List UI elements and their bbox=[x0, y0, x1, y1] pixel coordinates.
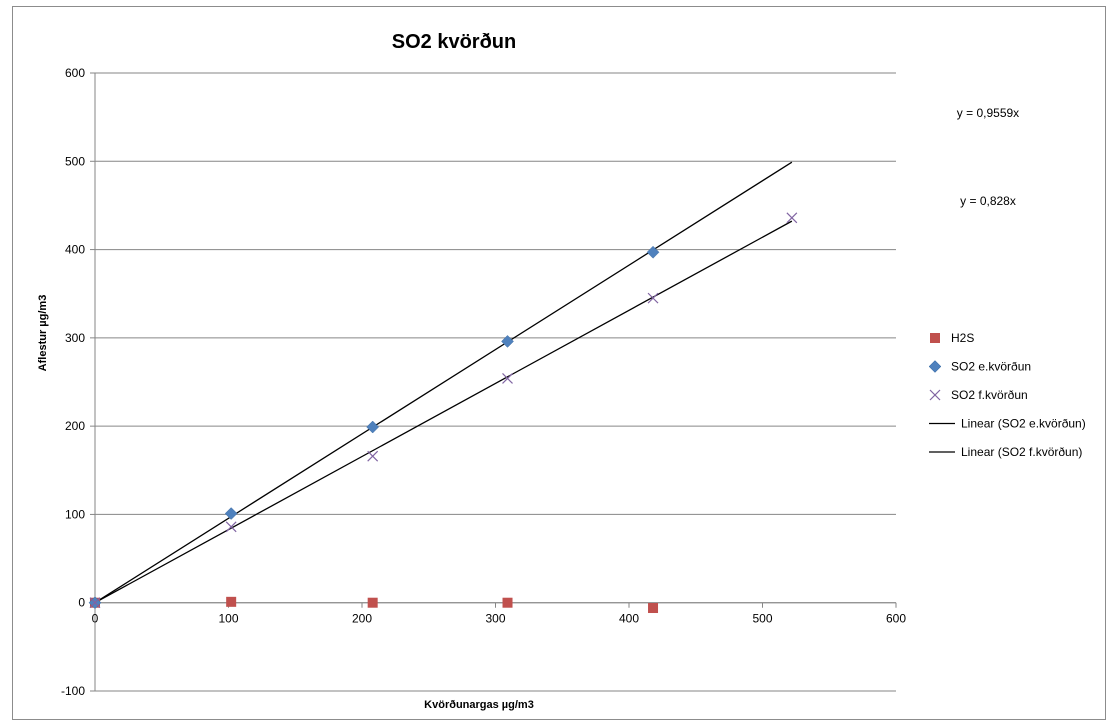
point-square bbox=[503, 598, 513, 608]
point-diamond bbox=[367, 421, 379, 433]
point-x bbox=[368, 451, 378, 461]
trendline bbox=[95, 162, 792, 603]
legend-label: Linear (SO2 f.kvörðun) bbox=[961, 445, 1082, 459]
chart-frame: SO2 kvörðun -100 0 100 200 300 400 500 600 0 100… bbox=[12, 6, 1106, 720]
point-diamond bbox=[225, 508, 237, 520]
y-tick-label: 200 bbox=[65, 419, 85, 433]
legend-marker bbox=[930, 333, 940, 343]
point-square bbox=[226, 597, 236, 607]
x-tick-label: 200 bbox=[352, 612, 372, 626]
trendline-equation-e: y = 0,9559x bbox=[957, 106, 1019, 120]
trendline-equation-f: y = 0,828x bbox=[960, 194, 1016, 208]
legend-label: SO2 f.kvörðun bbox=[951, 388, 1028, 402]
point-square bbox=[368, 598, 378, 608]
legend-marker bbox=[930, 390, 940, 400]
trendline bbox=[95, 221, 792, 603]
y-tick-label: -100 bbox=[61, 684, 85, 698]
chart-title: SO2 kvörðun bbox=[392, 31, 516, 53]
legend-item: Linear (SO2 f.kvörðun) bbox=[929, 445, 1082, 459]
legend-label: Linear (SO2 e.kvörðun) bbox=[961, 417, 1086, 431]
legend-item: SO2 e.kvörðun bbox=[929, 360, 1031, 374]
x-tick-label: 300 bbox=[485, 612, 505, 626]
legend: H2S SO2 e.kvörðun SO2 f.kvörðun Linear (SO2… bbox=[929, 331, 1086, 459]
legend-label: SO2 e.kvörðun bbox=[951, 360, 1031, 374]
trendlines bbox=[95, 162, 792, 603]
legend-item: H2S bbox=[930, 331, 974, 345]
chart-svg: SO2 kvörðun -100 0 100 200 300 400 500 600 0 100… bbox=[13, 7, 1105, 719]
point-x bbox=[648, 293, 658, 303]
legend-marker bbox=[929, 361, 941, 373]
x-tick-label: 0 bbox=[92, 612, 99, 626]
x-tick-label: 400 bbox=[619, 612, 639, 626]
legend-label: H2S bbox=[951, 331, 974, 345]
y-tick-label: 0 bbox=[78, 596, 85, 610]
legend-item: Linear (SO2 e.kvörðun) bbox=[929, 417, 1086, 431]
y-tick-labels: -100 0 100 200 300 400 500 600 bbox=[61, 66, 85, 698]
gridlines bbox=[95, 73, 896, 691]
point-diamond bbox=[502, 335, 514, 347]
x-tick-labels: 0 100 200 300 400 500 600 bbox=[92, 612, 907, 626]
y-axis-label: Aflestur µg/m3 bbox=[37, 295, 49, 372]
x-axis-label: Kvörðunargas µg/m3 bbox=[424, 699, 534, 711]
x-tick-label: 100 bbox=[218, 612, 238, 626]
x-tick-label: 600 bbox=[886, 612, 906, 626]
y-tick-label: 600 bbox=[65, 66, 85, 80]
x-tick-label: 500 bbox=[752, 612, 772, 626]
y-tick-label: 100 bbox=[65, 507, 85, 521]
y-tick-label: 500 bbox=[65, 154, 85, 168]
point-square bbox=[648, 603, 658, 613]
axes bbox=[90, 73, 896, 691]
y-tick-label: 300 bbox=[65, 331, 85, 345]
y-tick-label: 400 bbox=[65, 243, 85, 257]
legend-item: SO2 f.kvörðun bbox=[930, 388, 1028, 402]
